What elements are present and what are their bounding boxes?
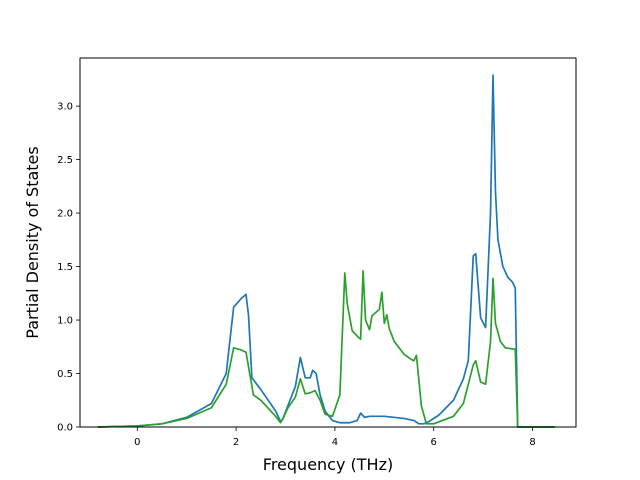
y-tick-label: 1.0: [57, 316, 73, 327]
x-tick-label: 4: [332, 437, 338, 448]
x-tick-label: 0: [134, 437, 140, 448]
y-tick-label: 0.0: [57, 423, 73, 434]
x-axis-label: Frequency (THz): [263, 455, 393, 474]
x-tick-label: 6: [431, 437, 437, 448]
y-tick-label: 2.0: [57, 209, 73, 220]
plot-lines: [97, 74, 555, 428]
x-tick-label: 2: [233, 437, 239, 448]
x-tick-label: 8: [529, 437, 535, 448]
y-axis-label: Partial Density of States: [23, 146, 42, 338]
axes-frame: [79, 57, 577, 428]
series-line-2: [97, 269, 555, 428]
series-line-1: [97, 74, 555, 428]
y-tick-label: 1.5: [57, 262, 73, 273]
y-axis-ticks: 0.0 0.5 1.0 1.5 2.0 2.5 3.0: [57, 102, 80, 434]
x-axis-ticks: 0 2 4 6 8: [134, 427, 536, 448]
y-tick-label: 0.5: [57, 369, 73, 380]
y-tick-label: 3.0: [57, 102, 73, 113]
y-tick-label: 2.5: [57, 155, 73, 166]
